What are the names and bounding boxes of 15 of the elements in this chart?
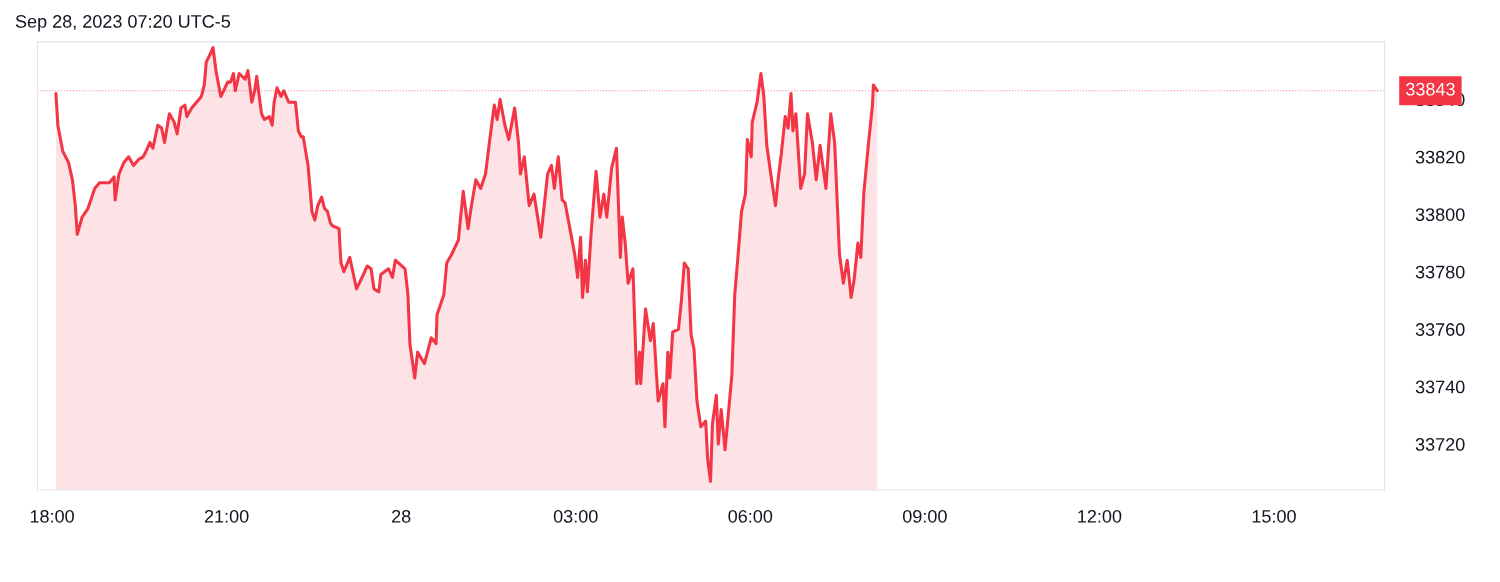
- y-tick-label: 33780: [1415, 265, 1465, 279]
- y-tick-label: 33820: [1415, 150, 1465, 164]
- y-tick-label: 33720: [1415, 438, 1465, 451]
- x-tick-label: 18:00: [30, 509, 74, 523]
- x-tick-label: 21:00: [204, 509, 249, 523]
- x-tick-label: 28: [392, 509, 411, 523]
- chart-title: Sep 28, 2023 07:20 UTC-5: [15, 15, 231, 32]
- x-tick-label: 12:00: [1078, 509, 1122, 523]
- x-tick-label: 15:00: [1252, 509, 1296, 523]
- y-tick-label: 33800: [1415, 208, 1465, 221]
- y-tick-label: 33760: [1415, 323, 1465, 336]
- x-tick-label: 06:00: [728, 509, 773, 523]
- x-tick-label: 09:00: [902, 509, 947, 523]
- y-tick-label: 33740: [1415, 380, 1465, 394]
- x-tick-label: 03:00: [553, 509, 598, 523]
